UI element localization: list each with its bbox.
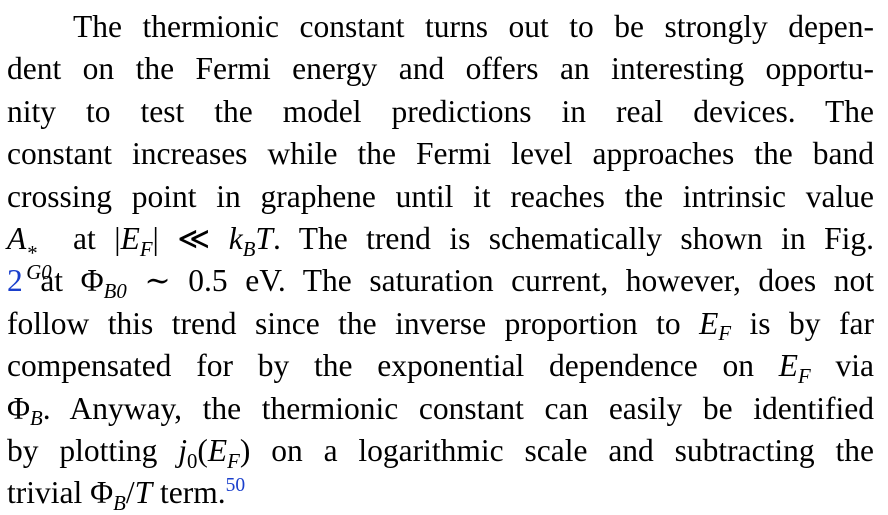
math-subscript: B xyxy=(113,491,126,515)
text-line: follow this trend since the inverse prop… xyxy=(7,303,874,345)
math-symbol: E xyxy=(207,432,228,468)
math-symbol: j xyxy=(178,432,188,468)
math-symbol: A xyxy=(7,220,27,256)
math-subscript: B0 xyxy=(103,279,127,303)
text-line: constant increases while the Fermi level… xyxy=(7,136,874,172)
text-run: ( xyxy=(197,432,208,468)
figure-link[interactable]: 2 xyxy=(7,263,23,299)
text-run: compensated for by the exponential depen… xyxy=(7,348,779,384)
body-paragraph: The thermionic constant turns out to be … xyxy=(7,6,874,515)
text-line: ΦB. Anyway, the thermionic constant can … xyxy=(7,388,874,430)
math-subscript: 0 xyxy=(187,449,198,473)
math-subscript: F xyxy=(227,449,240,473)
text-line: dent on the Fermi energy and offers an i… xyxy=(7,51,874,87)
math-subscript: B xyxy=(30,407,43,431)
math-symbol: Φ xyxy=(7,390,31,426)
text-line: nity to test the model predictions in re… xyxy=(7,93,874,129)
text-run: by plotting xyxy=(7,432,179,468)
text-line: trivial ΦB/T term.50 xyxy=(7,472,874,514)
math-subscript: F xyxy=(718,322,732,346)
text-line: crossing point in graphene until it reac… xyxy=(7,178,874,214)
math-symbol: T xyxy=(134,475,153,511)
text-line: A * G0 at |EF| ≪ kBT. The trend is schemat… xyxy=(7,218,874,284)
math-symbol: T xyxy=(255,220,273,256)
text-run: at | xyxy=(54,220,121,256)
text-line: by plotting j0(EF) on a logarithmic scal… xyxy=(7,430,874,472)
text-run: is by far xyxy=(731,305,874,341)
math-symbol: E xyxy=(120,220,140,256)
math-symbol: E xyxy=(778,348,799,384)
math-subscript: B xyxy=(242,237,256,261)
text-run: . The trend is schematically shown in Fi… xyxy=(272,220,874,256)
text-run: ) on a logarithmic scale and subtracting… xyxy=(239,432,874,468)
math-superscript: * xyxy=(27,242,38,266)
text-run: . Anyway, the thermionic constant can ea… xyxy=(42,390,874,426)
math-subscript: F xyxy=(139,237,153,261)
text-run: term. xyxy=(152,475,226,511)
text-line: compensated for by the exponential depen… xyxy=(7,345,874,387)
math-symbol: k xyxy=(228,220,243,256)
text-run: follow this trend since the inverse prop… xyxy=(7,305,700,341)
math-symbol: E xyxy=(699,305,719,341)
text-run: / xyxy=(125,475,135,511)
math-subscript: F xyxy=(798,364,811,388)
text-line: 2 at ΦB0 ∼ 0.5 eV. The saturation curren… xyxy=(7,260,874,302)
citation-link[interactable]: 50 xyxy=(225,474,246,496)
text-run: via xyxy=(810,348,875,384)
text-line: The thermionic constant turns out to be … xyxy=(73,9,874,44)
text-run: at Φ xyxy=(22,263,104,299)
math-subscript: G0 xyxy=(26,261,52,285)
text-run: | ≪ xyxy=(152,220,229,256)
text-run: ∼ 0.5 eV. The saturation current, howeve… xyxy=(126,263,874,299)
text-run: trivial Φ xyxy=(7,475,114,511)
